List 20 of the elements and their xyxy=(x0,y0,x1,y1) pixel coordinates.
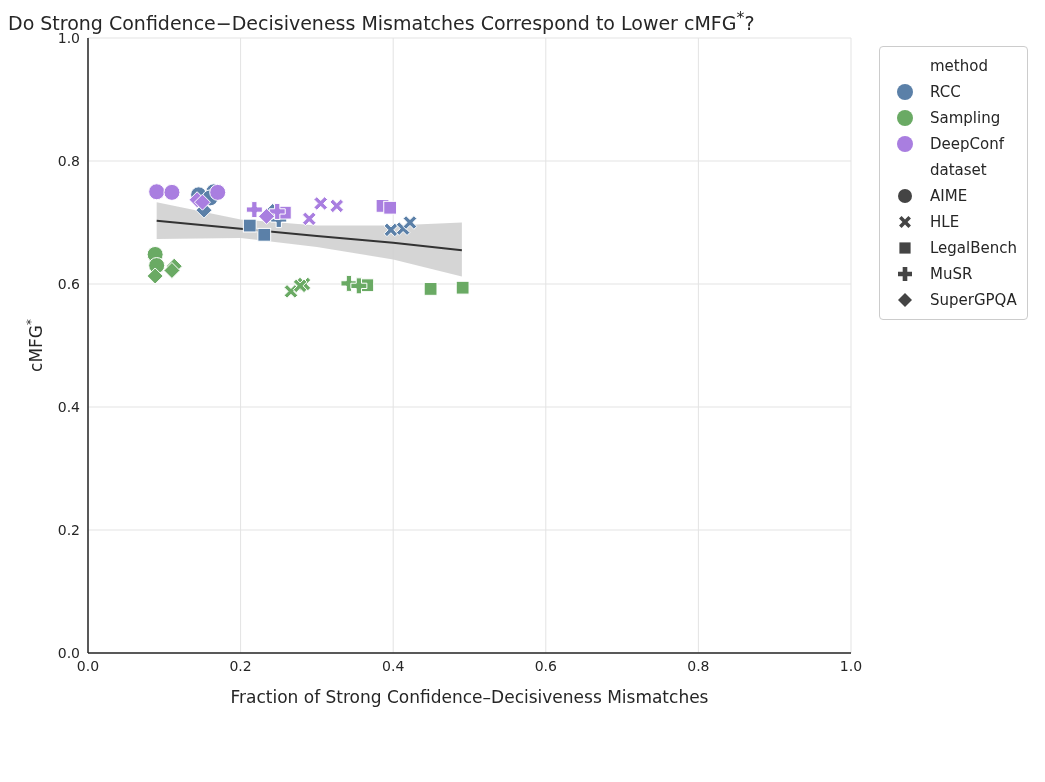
y-tick-label: 0.4 xyxy=(57,398,81,415)
legend-label: Sampling xyxy=(929,108,1002,129)
legend-label: LegalBench xyxy=(929,238,1017,259)
y-tick-label: 0.6 xyxy=(57,275,81,292)
x-tick-label: 0.6 xyxy=(534,657,558,674)
text: method xyxy=(930,57,988,75)
text: dataset xyxy=(930,161,987,179)
legend-label: DeepConf xyxy=(929,134,1006,155)
legend-label: RCC xyxy=(929,82,962,103)
x-axis-title: Fraction of Strong Confidence–Decisiveness Mismatches xyxy=(230,687,709,707)
legend-label: MuSR xyxy=(929,264,974,285)
legend-label: SuperGPQA xyxy=(929,290,1017,311)
y-tick-label: 0.8 xyxy=(57,152,80,169)
y-tick-label: 0.2 xyxy=(57,521,80,538)
x-tick-label: 1.0 xyxy=(839,657,863,674)
x-tick-label: 0.8 xyxy=(687,657,710,674)
x-tick-label: 0.4 xyxy=(382,657,405,674)
legend-label: HLE xyxy=(929,212,961,233)
x-tick-label: 0.2 xyxy=(229,657,252,674)
legend-label: AIME xyxy=(929,186,969,207)
